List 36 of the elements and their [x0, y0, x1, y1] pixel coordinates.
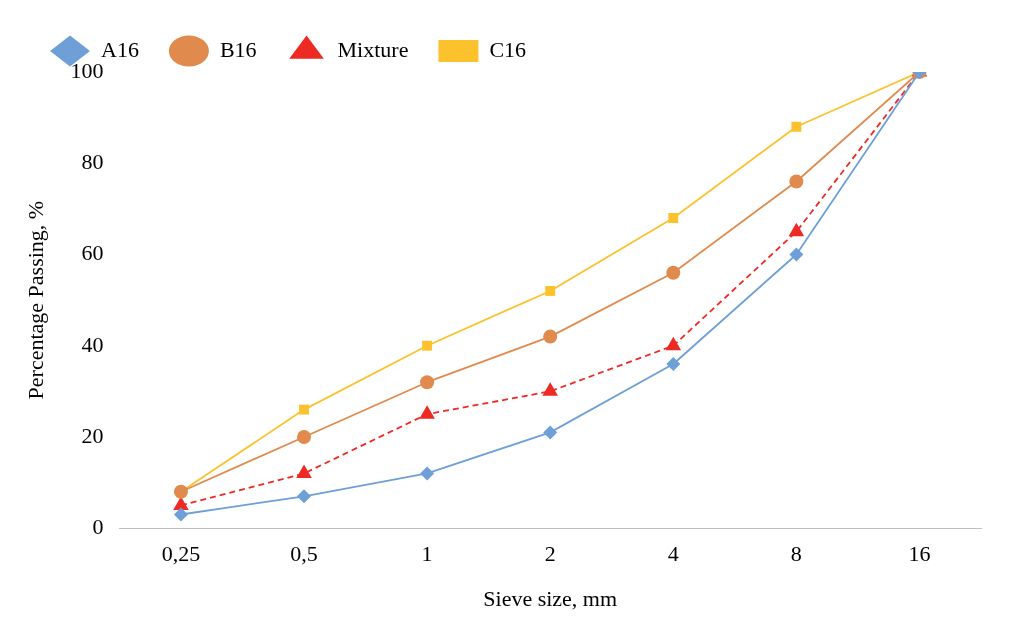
point	[297, 489, 312, 504]
point	[791, 121, 802, 132]
x-tick-label: 1	[421, 541, 433, 567]
point	[668, 213, 679, 223]
point	[299, 404, 309, 415]
y-tick-label: 0	[92, 513, 104, 539]
y-tick-label: 100	[70, 57, 104, 83]
x-tick-label: 0,5	[290, 541, 318, 567]
y-tick-label: 40	[81, 331, 104, 357]
point	[543, 329, 558, 344]
point	[545, 286, 556, 296]
x-tick-label: 2	[544, 541, 556, 567]
point	[420, 375, 435, 390]
point	[666, 356, 681, 371]
point	[420, 466, 435, 481]
y-tick-label: 80	[81, 149, 104, 175]
y-tick-label: 20	[81, 422, 104, 448]
legend-label: C16	[489, 36, 527, 62]
x-tick-label: 8	[790, 541, 802, 567]
legend-label: B16	[219, 36, 257, 62]
point	[666, 265, 681, 280]
y-axis-title: Percentage Passing, %	[22, 200, 48, 400]
legend-label: Mixture	[337, 36, 409, 62]
point	[297, 429, 312, 444]
x-tick-label: 0,25	[161, 541, 201, 567]
point	[422, 340, 433, 351]
x-tick-label: 4	[667, 541, 679, 567]
point	[789, 247, 804, 262]
point	[173, 507, 188, 522]
x-tick-label: 16	[908, 541, 931, 567]
x-axis-title: Sieve size, mm	[483, 585, 618, 611]
point	[419, 405, 435, 419]
legend-label: A16	[101, 36, 139, 62]
y-tick-label: 60	[81, 240, 104, 266]
point	[789, 174, 804, 189]
point	[543, 425, 558, 440]
